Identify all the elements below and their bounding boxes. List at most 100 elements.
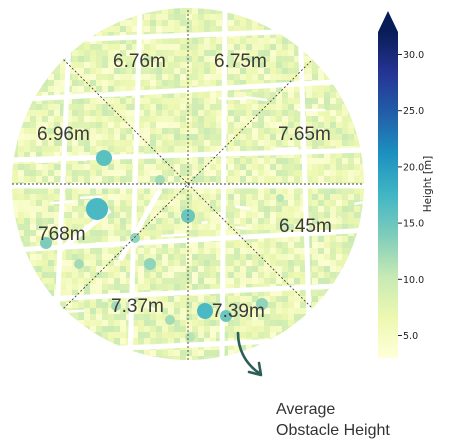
building-cell — [270, 188, 276, 194]
building-cell — [258, 116, 264, 122]
building-cell — [96, 266, 102, 272]
building-cell — [258, 326, 264, 332]
building-cell — [312, 110, 318, 116]
building-cell — [162, 146, 168, 152]
tree-canopy — [256, 298, 268, 310]
building-cell — [66, 272, 72, 278]
building-cell — [180, 230, 186, 236]
building-cell — [36, 164, 42, 170]
building-cell — [246, 44, 252, 50]
building-cell — [180, 284, 186, 290]
building-cell — [324, 86, 330, 92]
building-cell — [240, 260, 246, 266]
building-cell — [36, 218, 42, 224]
building-cell — [198, 8, 204, 14]
building-cell — [348, 140, 354, 146]
building-cell — [342, 158, 348, 164]
building-cell — [330, 134, 336, 140]
building-cell — [156, 20, 162, 26]
building-cell — [306, 128, 312, 134]
building-cell — [168, 128, 174, 134]
building-cell — [120, 26, 126, 32]
building-cell — [270, 194, 276, 200]
building-cell — [234, 326, 240, 332]
building-cell — [30, 254, 36, 260]
building-cell — [162, 74, 168, 80]
building-cell — [312, 86, 318, 92]
building-cell — [90, 152, 96, 158]
building-cell — [234, 248, 240, 254]
building-cell — [114, 128, 120, 134]
building-cell — [102, 254, 108, 260]
building-cell — [228, 326, 234, 332]
building-cell — [156, 260, 162, 266]
building-cell — [222, 320, 228, 326]
building-cell — [282, 158, 288, 164]
building-cell — [324, 212, 330, 218]
building-cell — [246, 332, 252, 338]
building-cell — [240, 320, 246, 326]
building-cell — [54, 80, 60, 86]
building-cell — [162, 278, 168, 284]
building-cell — [312, 260, 318, 266]
building-cell — [192, 320, 198, 326]
building-cell — [318, 110, 324, 116]
building-cell — [66, 110, 72, 116]
building-cell — [234, 188, 240, 194]
building-cell — [276, 266, 282, 272]
building-cell — [114, 338, 120, 344]
building-cell — [342, 164, 348, 170]
building-cell — [186, 8, 192, 14]
building-cell — [174, 14, 180, 20]
building-cell — [294, 218, 300, 224]
building-cell — [174, 218, 180, 224]
building-cell — [288, 194, 294, 200]
building-cell — [312, 164, 318, 170]
building-cell — [306, 200, 312, 206]
building-cell — [54, 188, 60, 194]
building-cell — [204, 14, 210, 20]
building-cell — [228, 62, 234, 68]
building-cell — [102, 68, 108, 74]
building-cell — [168, 50, 174, 56]
building-cell — [228, 74, 234, 80]
building-cell — [306, 74, 312, 80]
building-cell — [102, 230, 108, 236]
building-cell — [186, 188, 192, 194]
building-cell — [282, 56, 288, 62]
building-cell — [102, 176, 108, 182]
building-cell — [204, 350, 210, 356]
street — [147, 306, 157, 311]
building-cell — [246, 110, 252, 116]
building-cell — [78, 98, 84, 104]
building-cell — [246, 20, 252, 26]
building-cell — [120, 20, 126, 26]
building-cell — [84, 110, 90, 116]
building-cell — [210, 38, 216, 44]
building-cell — [348, 170, 354, 176]
building-cell — [126, 20, 132, 26]
building-cell — [132, 284, 138, 290]
building-cell — [246, 320, 252, 326]
building-cell — [24, 194, 30, 200]
building-cell — [294, 176, 300, 182]
building-cell — [162, 164, 168, 170]
building-cell — [240, 62, 246, 68]
building-cell — [150, 284, 156, 290]
building-cell — [162, 296, 168, 302]
building-cell — [174, 44, 180, 50]
building-cell — [192, 14, 198, 20]
building-cell — [234, 314, 240, 320]
building-cell — [198, 134, 204, 140]
building-cell — [138, 62, 144, 68]
building-cell — [198, 266, 204, 272]
building-cell — [138, 104, 144, 110]
building-cell — [36, 200, 42, 206]
building-cell — [150, 176, 156, 182]
building-cell — [156, 140, 162, 146]
building-cell — [276, 296, 282, 302]
building-cell — [348, 236, 354, 242]
building-cell — [18, 194, 24, 200]
building-cell — [252, 62, 258, 68]
building-cell — [276, 98, 282, 104]
